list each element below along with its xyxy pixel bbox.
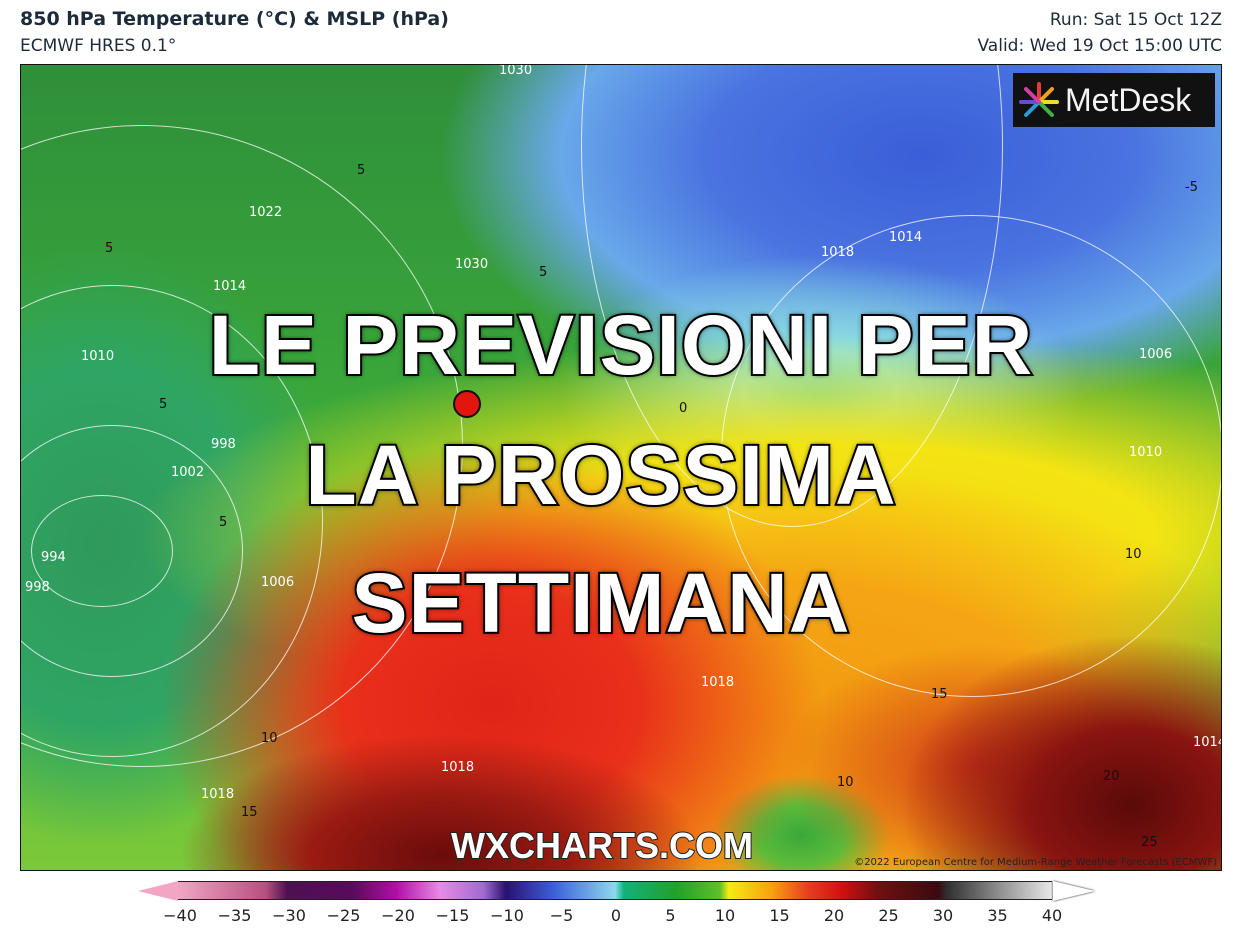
colorbar-tick-label: 20 (823, 906, 845, 925)
colorbar-tick-label: 30 (932, 906, 954, 925)
overlay-headline-line-1: LE PREVISIONI PER (207, 298, 1035, 392)
contour-label: 10 (837, 775, 854, 790)
model-subtitle: ECMWF HRES 0.1° (20, 36, 177, 56)
isobar (721, 215, 1221, 697)
metdesk-burst-icon (1019, 82, 1059, 117)
location-marker (453, 390, 481, 418)
contour-label: 5 (105, 241, 114, 256)
colorbar-tick-label: 0 (610, 906, 622, 925)
colorbar-tick-label: −20 (381, 906, 415, 925)
contour-label: 5 (539, 265, 548, 280)
colorbar-tick-label: −30 (272, 906, 306, 925)
contour-label: 1018 (821, 245, 855, 260)
logo-text: MetDesk (1065, 81, 1192, 118)
contour-label: 1018 (441, 760, 475, 775)
overlay-headline-line-3: SETTIMANA (350, 556, 852, 650)
colorbar-tick-label: −35 (217, 906, 252, 925)
contour-label: 15 (931, 687, 948, 702)
colorbar-tick-label: −40 (163, 906, 197, 925)
metdesk-logo: MetDesk (1013, 73, 1215, 127)
contour-label: 15 (241, 805, 258, 820)
contour-label: 1006 (1139, 347, 1173, 362)
contour-label: 1014 (1193, 735, 1221, 750)
run-time: Run: Sat 15 Oct 12Z (1049, 10, 1222, 30)
colorbar-tick-label: 10 (714, 906, 736, 925)
colorbar-tick-label: −25 (326, 906, 361, 925)
contour-label: 1010 (81, 349, 115, 364)
wxcharts-watermark: WXCHARTS.COM (450, 824, 754, 867)
contour-label: 1018 (701, 675, 735, 690)
colorbar-tick-label: 15 (769, 906, 790, 925)
contour-label: 1018 (201, 787, 235, 802)
contour-label: 0 (679, 401, 688, 416)
contour-label: 20 (1103, 769, 1120, 784)
contour-label: 998 (25, 580, 50, 595)
colorbar-tick-label: −15 (435, 906, 470, 925)
weather-map: 1030 1022 1030 1014 1010 998 1002 994 99… (20, 64, 1222, 871)
contour-label: 10 (261, 731, 278, 746)
temperature-colorbar (178, 881, 1052, 900)
chart-title: 850 hPa Temperature (°C) & MSLP (hPa) (20, 8, 449, 30)
colorbar-tick-label: 40 (1041, 906, 1063, 925)
contour-label: 10 (1125, 547, 1142, 562)
overlay-headline-line-2: LA PROSSIMA (303, 428, 897, 522)
contour-label: 1030 (499, 64, 533, 78)
valid-time: Valid: Wed 19 Oct 15:00 UTC (977, 36, 1223, 56)
colorbar-tick-label: −5 (549, 906, 574, 925)
contour-label: 1006 (261, 575, 295, 590)
colorbar-max-arrow (1053, 881, 1095, 901)
contour-label: 5 (159, 397, 168, 412)
contour-label: -5 (1185, 180, 1198, 195)
colorbar-min-arrow (138, 881, 178, 901)
colorbar-tick-label: 5 (665, 906, 676, 925)
contour-label: 1014 (213, 279, 247, 294)
copyright-notice: ©2022 European Centre for Medium-Range W… (854, 857, 1217, 868)
contour-label: 1002 (171, 465, 205, 480)
colorbar-tick-label: −10 (490, 906, 524, 925)
colorbar-tick-label: 25 (878, 906, 899, 925)
contour-label: 1014 (889, 230, 923, 245)
contour-label: 1010 (1129, 445, 1163, 460)
contour-label: 25 (1141, 835, 1158, 850)
contour-label: 1022 (249, 205, 283, 220)
contour-label: 994 (41, 550, 66, 565)
contour-label: 1030 (455, 257, 489, 272)
colorbar-tick-label: 35 (987, 906, 1008, 925)
contour-label: 998 (211, 437, 236, 452)
contour-label: 5 (219, 515, 228, 530)
contour-label: 5 (357, 163, 366, 178)
